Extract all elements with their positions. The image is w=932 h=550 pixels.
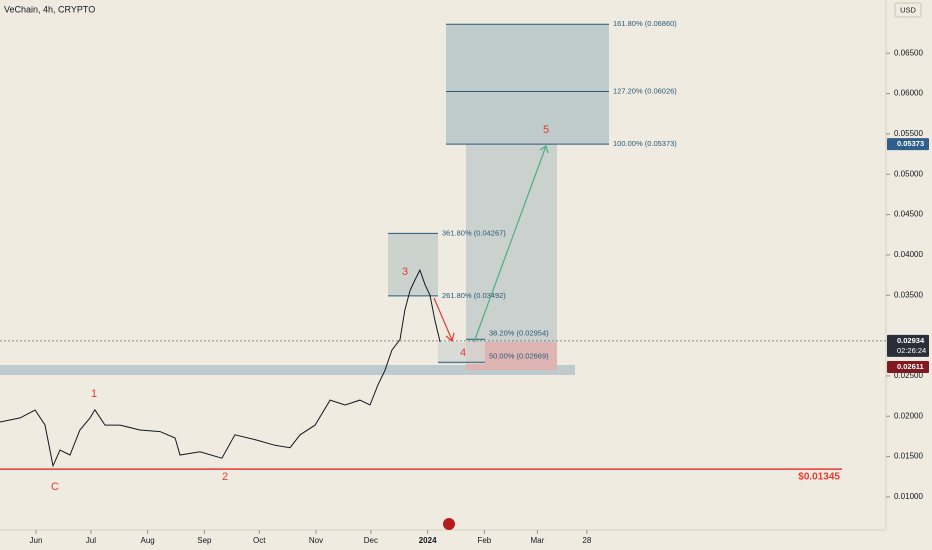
projection-box	[466, 144, 557, 370]
fib-label: 38.20% (0.02954)	[489, 328, 549, 337]
x-tick-label: Sep	[197, 536, 212, 545]
wave-label: 4	[460, 347, 466, 359]
wave-label: 3	[402, 266, 408, 278]
countdown: 02:26:24	[897, 346, 926, 355]
support-zone	[0, 365, 575, 375]
wave-label: 5	[543, 124, 549, 136]
currency[interactable]: USD	[900, 5, 916, 14]
x-tick-label: Mar	[531, 536, 545, 545]
retrace-box	[438, 342, 485, 364]
fib-label: 261.80% (0.03492)	[442, 291, 506, 300]
x-tick-label: Oct	[253, 536, 266, 545]
chart-title: VeChain, 4h, CRYPTO	[4, 4, 95, 14]
event-icon[interactable]	[443, 518, 455, 530]
fib-label: 50.00% (0.02669)	[489, 351, 549, 360]
wave-label: 2	[222, 471, 228, 483]
y-tick-label: 0.01500	[894, 452, 923, 461]
y-tick-label: 0.04500	[894, 210, 923, 219]
x-tick-label: Aug	[141, 536, 155, 545]
y-tick-label: 0.06000	[894, 89, 923, 98]
fib-label: 100.00% (0.05373)	[613, 139, 677, 148]
arrow-down	[433, 297, 453, 341]
y-tick-label: 0.01000	[894, 492, 923, 501]
arrow-up	[473, 145, 547, 343]
extension-box	[388, 233, 438, 296]
fib-label: 127.20% (0.06026)	[613, 86, 677, 95]
y-tick-label: 0.04000	[894, 250, 923, 259]
x-tick-label: 28	[582, 536, 591, 545]
last-price-label: 0.02934	[897, 336, 925, 345]
fib-label: 161.80% (0.06860)	[613, 19, 677, 28]
currency-box[interactable]	[894, 2, 922, 18]
target-price-label-badge	[887, 138, 929, 151]
wave-label: C	[51, 481, 59, 493]
y-tick-label: 0.02000	[894, 411, 923, 420]
x-tick-label: Jun	[30, 536, 43, 545]
y-tick-label: 0.06500	[894, 48, 923, 57]
x-tick-label: 2024	[419, 536, 437, 545]
y-tick-label: 0.03500	[894, 290, 923, 299]
x-tick-label: Dec	[364, 536, 378, 545]
target-box	[446, 24, 609, 145]
price-line	[0, 268, 441, 468]
last-price-badge	[887, 334, 929, 357]
zone-price-label-badge	[887, 360, 929, 373]
y-tick-label: 0.05000	[894, 169, 923, 178]
arrow-head	[539, 145, 549, 154]
wave-label: 1	[91, 388, 97, 400]
x-tick-label: Jul	[86, 536, 96, 545]
y-tick-label: 0.02500	[894, 371, 923, 380]
x-tick-label: Nov	[309, 536, 323, 545]
arrow-head	[445, 332, 455, 343]
support-label: $0.01345	[798, 472, 840, 483]
zone-price-label: 0.02611	[897, 362, 924, 371]
y-tick-label: 0.05500	[894, 129, 923, 138]
fib-label: 361.80% (0.04267)	[442, 228, 506, 237]
target-price-label: 0.05373	[897, 139, 924, 148]
x-tick-label: Feb	[477, 536, 491, 545]
